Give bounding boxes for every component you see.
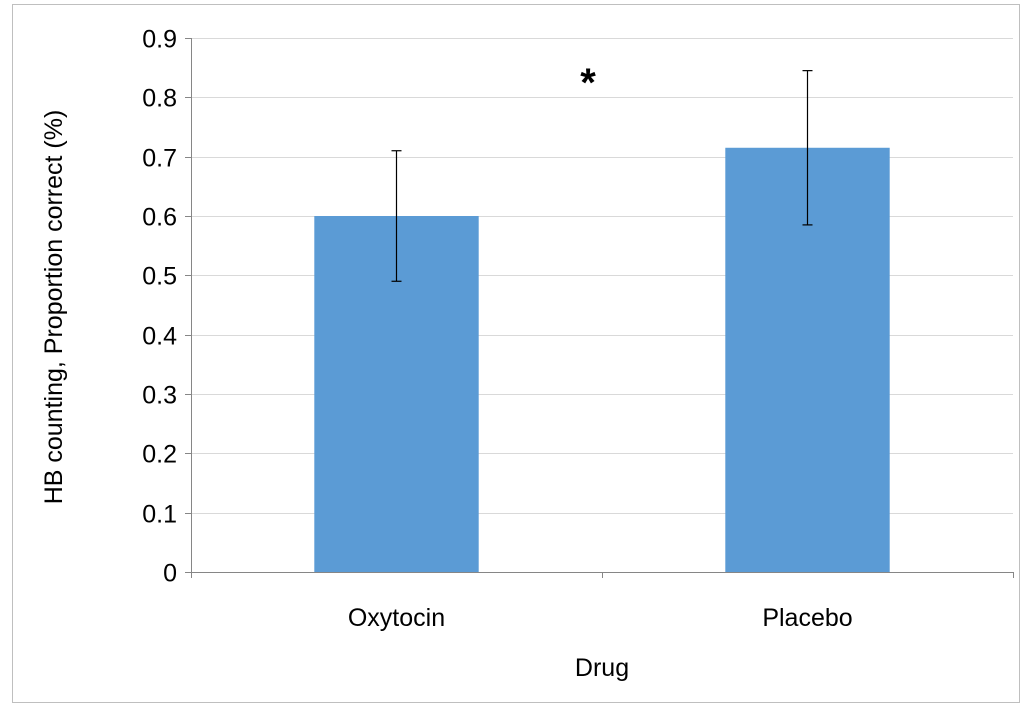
y-tick-label: 0.1 — [142, 501, 177, 529]
error-bar-oxytocin — [391, 150, 402, 282]
x-tick-label-placebo: Placebo — [762, 604, 852, 632]
error-bars — [391, 70, 813, 282]
labels: 0 0.1 0.2 0.3 0.4 0.5 0.6 0.7 0.8 0.9 Oxytocin Plac… — [142, 26, 852, 633]
y-tick-label: 0.6 — [142, 204, 177, 232]
y-tick-label: 0.7 — [142, 145, 177, 173]
y-tick-label: 0.2 — [142, 441, 177, 469]
x-axis-title: Drug — [575, 654, 629, 682]
error-bar-placebo — [802, 70, 813, 226]
y-tick-label: 0.5 — [142, 263, 177, 291]
y-axis-title: HB counting, Proportion correct (%) — [40, 110, 68, 505]
x-tick-label-oxytocin: Oxytocin — [348, 604, 445, 632]
y-tick-label: 0 — [163, 560, 177, 588]
y-tick-label: 0.8 — [142, 85, 177, 113]
y-tick-label: 0.9 — [142, 26, 177, 54]
axes — [185, 38, 1014, 578]
y-tick-label: 0.4 — [142, 323, 177, 351]
significance-asterisk: * — [580, 61, 596, 105]
y-tick-label: 0.3 — [142, 382, 177, 410]
